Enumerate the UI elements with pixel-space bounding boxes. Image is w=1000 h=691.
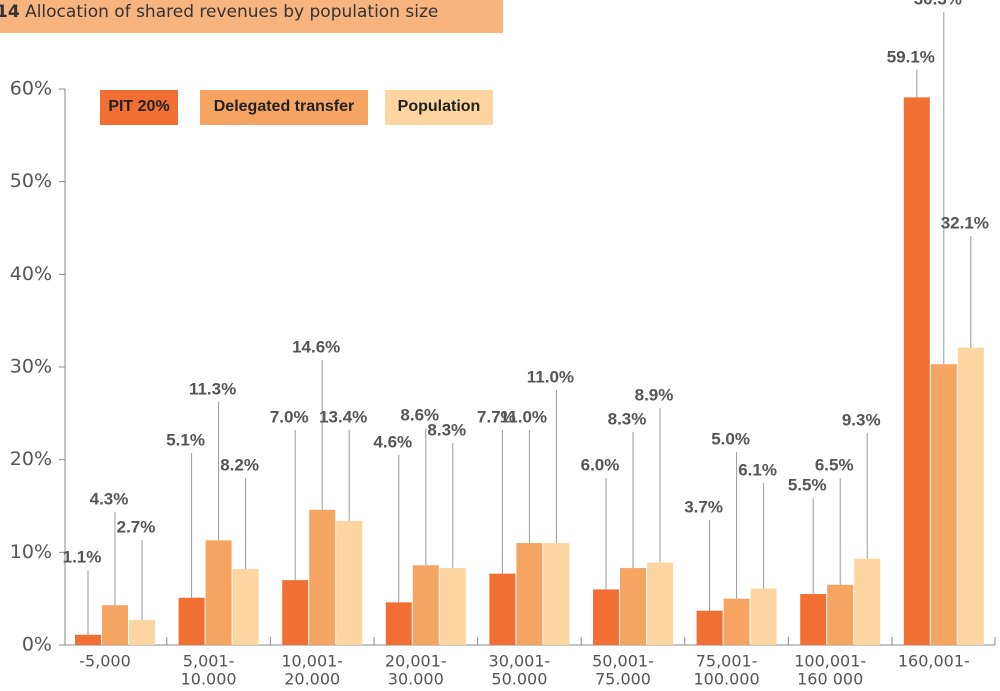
bar: [827, 584, 854, 645]
value-label: 6.5%: [815, 455, 854, 474]
y-tick-label: 50%: [10, 170, 52, 192]
value-label: 5.1%: [166, 430, 205, 449]
y-tick-label: 10%: [10, 541, 52, 563]
title-banner: [0, 0, 503, 33]
x-tick-label: 5,001-: [183, 652, 235, 671]
bar: [129, 619, 155, 645]
value-label: 8.9%: [635, 385, 674, 404]
bar: [336, 520, 363, 645]
bar: [178, 597, 205, 645]
x-tick-label: 30.000: [388, 670, 444, 689]
y-tick-label: 0%: [22, 634, 52, 656]
figure-number: 14: [0, 2, 20, 22]
x-tick-label: 50,001-: [592, 652, 654, 671]
bar: [750, 588, 777, 645]
legend-swatch: [385, 90, 493, 125]
value-label: 13.4%: [319, 407, 367, 426]
bar: [620, 568, 646, 645]
bar: [903, 97, 930, 646]
value-label: 11.3%: [189, 379, 236, 398]
bar: [723, 598, 750, 645]
y-tick-label: 30%: [10, 356, 52, 378]
x-tick-label: 20,001-: [385, 652, 447, 671]
bar: [439, 568, 466, 645]
value-label: 3.7%: [684, 497, 723, 516]
bar: [309, 509, 336, 645]
value-label: 11.0%: [500, 407, 547, 426]
bar: [647, 562, 673, 645]
bar: [800, 594, 827, 645]
x-tick-label: 100,001-: [794, 652, 866, 671]
value-label: 14.6%: [292, 337, 340, 356]
bar: [516, 543, 543, 645]
bar: [102, 605, 128, 645]
value-label: 9.3%: [842, 410, 881, 429]
value-label: 5.5%: [788, 475, 827, 494]
x-tick-label: 10.000: [181, 670, 237, 689]
bar: [75, 634, 101, 645]
y-tick-label: 20%: [10, 448, 52, 470]
value-label: 11.0%: [527, 367, 574, 386]
x-tick-label: 30,001-: [489, 652, 551, 671]
value-label: 7.0%: [270, 407, 309, 426]
value-label: 6.1%: [738, 460, 777, 479]
value-label: 30.3%: [914, 0, 962, 8]
bar: [232, 569, 259, 645]
x-tick-label: 75,001-: [696, 652, 758, 671]
bar: [696, 610, 723, 645]
value-label: 8.3%: [608, 409, 647, 428]
x-tick-label: 50.000: [491, 670, 547, 689]
bar: [489, 573, 516, 645]
bar: [854, 558, 881, 645]
x-tick-label: 20.000: [284, 670, 340, 689]
legend-swatch: [100, 90, 178, 125]
y-tick-label: 60%: [10, 78, 52, 100]
x-tick-label: -5,000: [79, 652, 131, 671]
value-label: 8.2%: [220, 455, 259, 474]
value-label: 6.0%: [581, 455, 620, 474]
x-tick-label: 100.000: [694, 670, 760, 689]
chart-title: Allocation of shared revenues by populat…: [25, 2, 438, 22]
bar: [593, 589, 619, 645]
bar: [930, 364, 957, 645]
value-label: 59.1%: [887, 47, 935, 66]
bar: [412, 565, 439, 645]
title: 14 Allocation of shared revenues by popu…: [0, 2, 438, 22]
value-label: 8.3%: [427, 420, 466, 439]
value-label: 8.6%: [400, 405, 439, 424]
legend-label: Population: [398, 98, 481, 115]
bar: [957, 347, 984, 645]
x-tick-label: 160,001-: [898, 652, 970, 671]
x-tick-label: 160 000: [797, 670, 863, 689]
value-label: 32.1%: [941, 213, 989, 232]
legend-label: PIT 20%: [108, 98, 169, 115]
value-label: 2.7%: [117, 517, 156, 536]
bar: [205, 540, 232, 645]
value-label: 4.6%: [373, 432, 412, 451]
value-label: 7.7%: [477, 407, 516, 426]
legend-label: Delegated transfer: [214, 98, 355, 115]
bar: [282, 580, 309, 645]
y-tick-label: 40%: [10, 263, 52, 285]
legend-swatch: [200, 90, 368, 125]
bar: [385, 602, 412, 645]
value-label: 4.3%: [90, 489, 129, 508]
value-label: 1.1%: [63, 547, 102, 566]
value-label: 5.0%: [711, 429, 750, 448]
x-tick-label: 10,001-: [281, 652, 343, 671]
bar: [543, 543, 570, 645]
x-tick-label: 75.000: [595, 670, 651, 689]
